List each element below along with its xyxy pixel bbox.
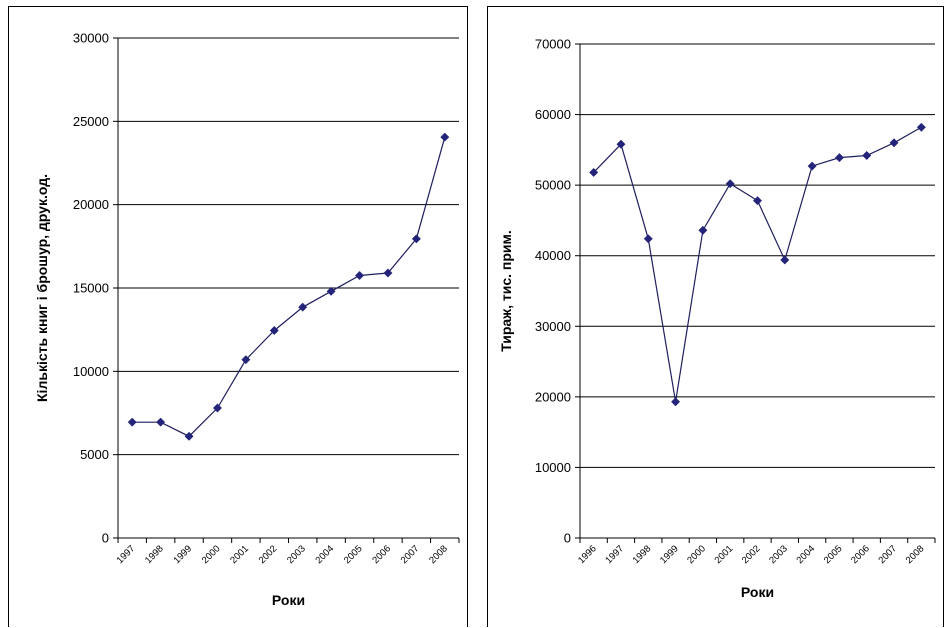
data-point-marker [643,234,653,244]
y-tick-label: 0 [564,531,571,546]
y-tick-label: 20000 [73,197,109,212]
data-point-marker [127,417,137,427]
x-tick-label: 2008 [904,543,927,566]
data-point-marker [354,270,365,281]
y-tick-label: 60000 [535,107,571,122]
data-point-marker [807,161,817,171]
y-tick-label: 5000 [80,447,109,462]
x-tick-label: 2001 [713,543,736,566]
x-tick-label: 2006 [849,543,872,566]
data-point-marker [862,150,872,161]
x-tick-label: 2007 [876,543,899,566]
chart-panel-circulation: 0 10000 20000 30000 40000 50000 60000 70000 1996… [487,6,944,627]
x-tick-label: 2004 [314,543,337,566]
data-point-marker [411,234,421,244]
data-point-marker [780,255,790,265]
data-point-marker [752,196,763,206]
x-tick-label: 2003 [285,543,308,566]
data-point-marker [834,153,844,163]
data-point-marker [616,139,626,149]
data-point-marker [298,302,308,312]
chart-panel-books: 0 5000 10000 15000 20000 25000 30000 1997 1998 19… [8,6,468,627]
x-tick-label: 2002 [257,543,280,566]
series-line [132,137,446,438]
series-line [593,126,922,402]
data-point-marker [156,417,166,427]
data-point-marker [383,268,393,278]
y-tick-label: 30000 [535,319,571,334]
data-point-marker [589,167,599,177]
y-tick-label: 50000 [535,178,571,193]
y-axis-title: Тираж, тис. прим. [498,230,514,352]
y-tick-label: 20000 [535,389,571,404]
data-point-marker [269,325,279,336]
x-tick-label: 2006 [370,543,393,566]
x-tick-label: 2002 [740,543,763,566]
y-tick-label: 70000 [535,37,571,52]
data-point-marker [326,286,336,296]
x-tick-label: 2007 [399,543,422,566]
x-tick-label: 1996 [576,543,599,566]
x-tick-label: 2005 [822,543,845,566]
data-point-marker [725,179,735,189]
x-tick-label: 1999 [171,543,194,566]
y-axis-title: Кількість книг і брошур, друк.од. [34,174,50,402]
data-point-marker [671,397,681,407]
y-tick-label: 10000 [73,364,109,379]
data-point-marker [698,225,708,235]
x-tick-label: 2003 [767,543,790,566]
x-tick-label: 2001 [228,543,251,566]
data-point-marker [241,355,251,365]
data-point-marker [212,403,223,413]
chart-books-count: 0 5000 10000 15000 20000 25000 30000 1997 1998 19… [34,31,460,608]
data-point-marker [440,132,450,142]
x-tick-label: 2000 [685,543,708,566]
x-tick-label: 1998 [631,543,654,566]
x-tick-label: 2008 [427,543,450,566]
y-tick-label: 15000 [73,281,109,296]
chart-circulation: 0 10000 20000 30000 40000 50000 60000 70000 1996… [498,37,936,600]
x-tick-label: 1998 [143,543,166,566]
x-tick-label: 2000 [200,543,223,566]
x-axis-title: Роки [272,592,305,608]
x-tick-label: 1997 [115,543,138,566]
y-tick-label: 10000 [535,460,571,475]
x-tick-label: 1997 [603,543,626,566]
y-tick-label: 30000 [73,31,109,46]
data-point-marker [916,122,926,132]
x-tick-label: 1999 [658,543,681,566]
y-tick-label: 25000 [73,114,109,129]
data-point-marker [889,138,899,148]
x-axis-title: Роки [741,584,774,600]
y-tick-label: 40000 [535,248,571,263]
x-tick-label: 2005 [342,543,365,566]
data-point-marker [184,431,194,441]
x-tick-label: 2004 [795,543,818,566]
y-tick-label: 0 [102,531,109,546]
